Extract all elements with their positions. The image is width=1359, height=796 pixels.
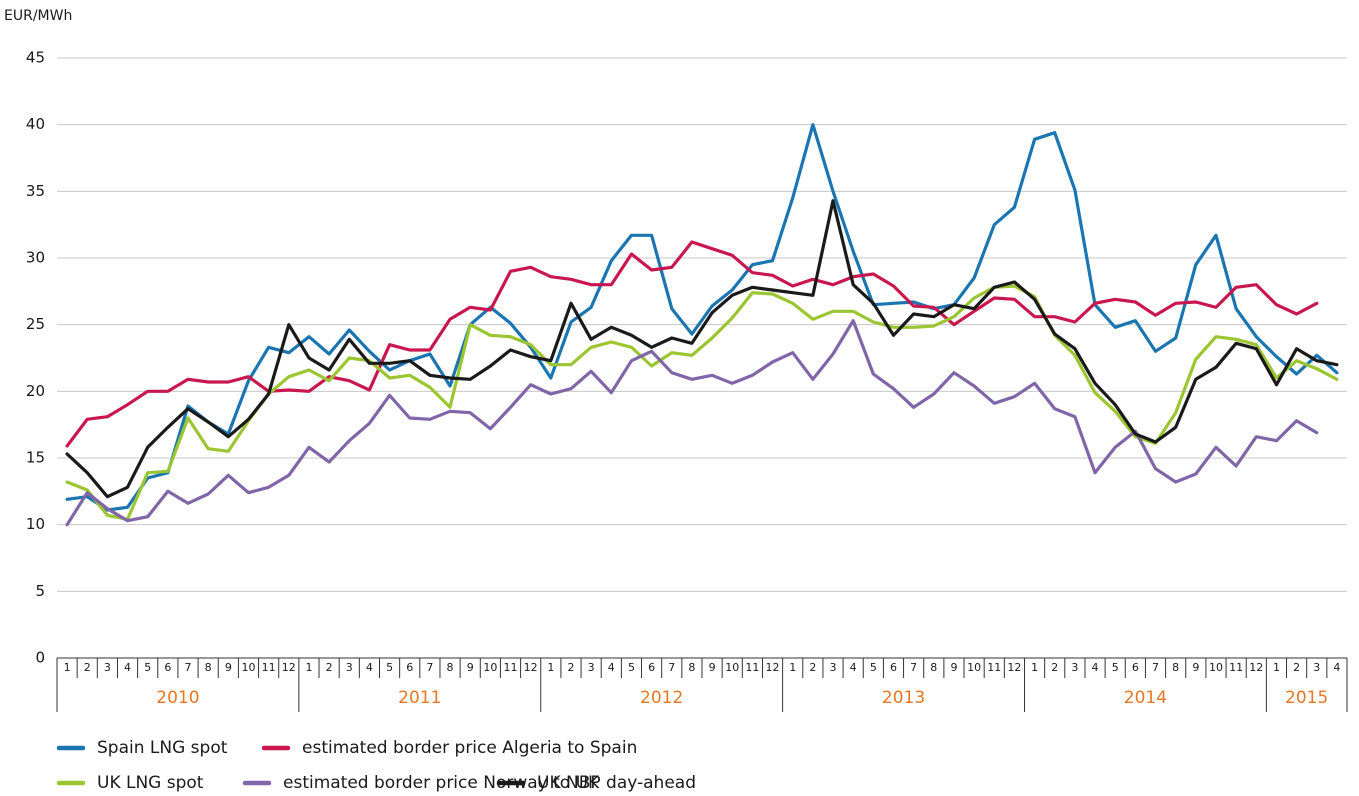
x-tick-label: 4 [850, 661, 857, 674]
x-tick-label: 7 [668, 661, 675, 674]
x-tick-label: 12 [766, 661, 780, 674]
x-tick-label: 6 [890, 661, 897, 674]
x-tick-label: 9 [709, 661, 716, 674]
x-tick-label: 3 [1313, 661, 1320, 674]
year-label: 2012 [640, 688, 683, 708]
year-label: 2010 [156, 688, 199, 708]
x-tick-label: 8 [1172, 661, 1179, 674]
x-tick-label: 3 [104, 661, 111, 674]
x-tick-label: 9 [1192, 661, 1199, 674]
x-tick-label: 2 [567, 661, 574, 674]
x-tick-label: 11 [745, 661, 759, 674]
y-tick-label: 35 [26, 182, 45, 200]
x-tick-label: 12 [524, 661, 538, 674]
x-tick-label: 7 [426, 661, 433, 674]
x-tick-label: 12 [1007, 661, 1021, 674]
x-tick-label: 2 [326, 661, 333, 674]
x-tick-label: 3 [588, 661, 595, 674]
series-line [65, 319, 1319, 527]
x-tick-label: 11 [504, 661, 518, 674]
year-label: 2014 [1124, 688, 1167, 708]
y-tick-label: 45 [26, 49, 45, 67]
series-line [65, 284, 1339, 521]
x-tick-label: 2 [84, 661, 91, 674]
y-tick-label: 40 [26, 115, 45, 133]
x-tick-label: 1 [1031, 661, 1038, 674]
x-tick-label: 12 [1249, 661, 1263, 674]
x-tick-label: 1 [547, 661, 554, 674]
year-label: 2011 [398, 688, 441, 708]
legend-label: Spain LNG spot [97, 738, 228, 758]
x-tick-label: 6 [164, 661, 171, 674]
legend-label: UK NBP day-ahead [537, 773, 696, 793]
x-tick-label: 10 [483, 661, 497, 674]
x-tick-label: 10 [1209, 661, 1223, 674]
x-tick-label: 10 [241, 661, 255, 674]
x-tick-label: 7 [910, 661, 917, 674]
y-tick-label: 15 [26, 449, 45, 467]
x-tick-label: 8 [205, 661, 212, 674]
y-axis-label: EUR/MWh [4, 8, 72, 24]
y-tick-label: 25 [26, 315, 45, 333]
x-tick-label: 3 [830, 661, 837, 674]
y-tick-label: 10 [26, 515, 45, 533]
x-tick-label: 4 [608, 661, 615, 674]
x-tick-label: 5 [144, 661, 151, 674]
x-tick-label: 2 [1293, 661, 1300, 674]
y-tick-label: 20 [26, 382, 45, 400]
x-tick-label: 8 [688, 661, 695, 674]
legend-label: estimated border price Algeria to Spain [302, 738, 637, 758]
x-tick-label: 1 [789, 661, 796, 674]
x-tick-label: 3 [1071, 661, 1078, 674]
x-tick-label: 7 [1152, 661, 1159, 674]
x-tick-label: 1 [305, 661, 312, 674]
x-tick-label: 11 [987, 661, 1001, 674]
series-line [65, 123, 1339, 512]
x-tick-label: 5 [1112, 661, 1119, 674]
x-tick-label: 6 [1132, 661, 1139, 674]
series-line [65, 240, 1319, 448]
y-tick-label: 5 [35, 582, 45, 600]
x-tick-label: 4 [124, 661, 131, 674]
year-label: 2013 [882, 688, 925, 708]
x-tick-label: 12 [282, 661, 296, 674]
x-tick-label: 5 [628, 661, 635, 674]
x-tick-label: 9 [950, 661, 957, 674]
x-tick-label: 8 [447, 661, 454, 674]
year-label: 2015 [1285, 688, 1328, 708]
x-tick-label: 10 [967, 661, 981, 674]
x-tick-label: 6 [648, 661, 655, 674]
x-tick-label: 10 [725, 661, 739, 674]
x-tick-label: 9 [467, 661, 474, 674]
x-tick-label: 2 [809, 661, 816, 674]
x-tick-label: 2 [1051, 661, 1058, 674]
series-line [65, 199, 1339, 499]
x-tick-label: 11 [1229, 661, 1243, 674]
x-tick-label: 4 [366, 661, 373, 674]
x-tick-label: 5 [386, 661, 393, 674]
x-tick-label: 4 [1333, 661, 1340, 674]
x-tick-label: 1 [64, 661, 71, 674]
y-tick-label: 0 [35, 649, 45, 667]
x-tick-label: 6 [406, 661, 413, 674]
x-tick-label: 11 [262, 661, 276, 674]
x-tick-label: 3 [346, 661, 353, 674]
x-tick-label: 8 [930, 661, 937, 674]
x-tick-label: 5 [870, 661, 877, 674]
x-tick-label: 7 [185, 661, 192, 674]
x-tick-label: 4 [1092, 661, 1099, 674]
y-tick-label: 30 [26, 249, 45, 267]
x-tick-label: 1 [1273, 661, 1280, 674]
legend-label: UK LNG spot [97, 773, 204, 793]
x-tick-label: 9 [225, 661, 232, 674]
legend-label: estimated border price Norway to UK [283, 773, 600, 793]
